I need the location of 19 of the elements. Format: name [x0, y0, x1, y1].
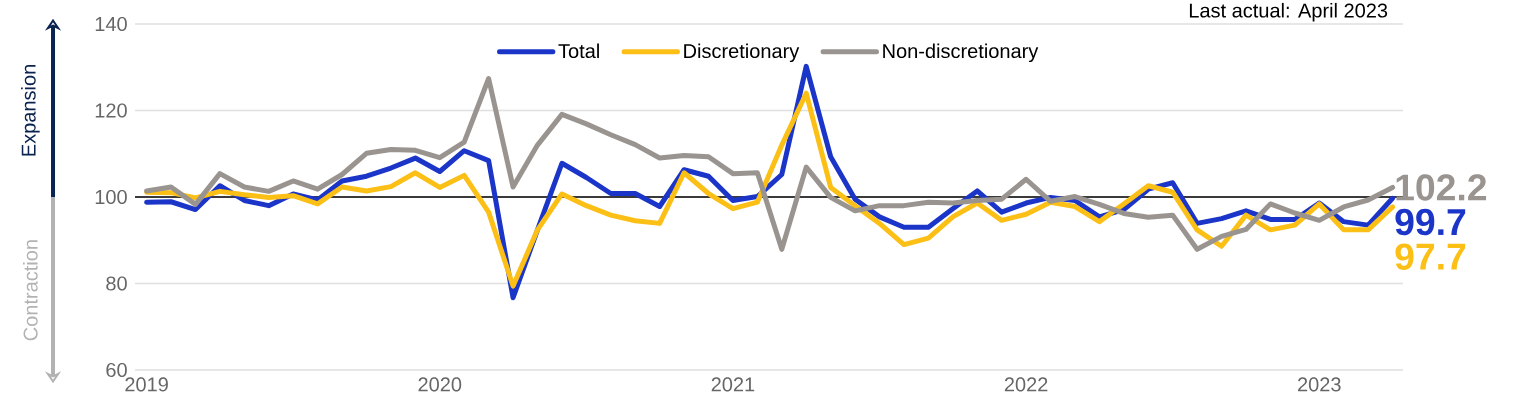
x-tick-label: 2022	[1004, 377, 1048, 392]
x-tick-label: 2021	[711, 377, 755, 392]
y-tick-label: 80	[106, 276, 127, 291]
x-tick-label: 2023	[1298, 377, 1341, 392]
legend-label: Non-discretionary	[883, 43, 1039, 63]
data-label: 99.7	[1395, 208, 1466, 236]
text: Last actual: April 2023	[1189, 2, 1388, 22]
text: Contraction	[23, 240, 38, 341]
x-tick-label: 2019	[125, 377, 168, 392]
y-tick-label: 140	[95, 16, 127, 32]
data-label: 97.7	[1395, 243, 1466, 270]
x-tick-label: 2020	[418, 377, 462, 392]
legend-label: Discretionary	[684, 43, 800, 63]
legend-label: Total	[558, 43, 599, 59]
y-tick-label: 120	[95, 103, 127, 118]
y-tick-label: 60	[106, 362, 127, 378]
data-label: 102.2	[1396, 174, 1487, 201]
y-tick-label: 100	[95, 189, 127, 205]
text: Expansion	[21, 65, 40, 156]
